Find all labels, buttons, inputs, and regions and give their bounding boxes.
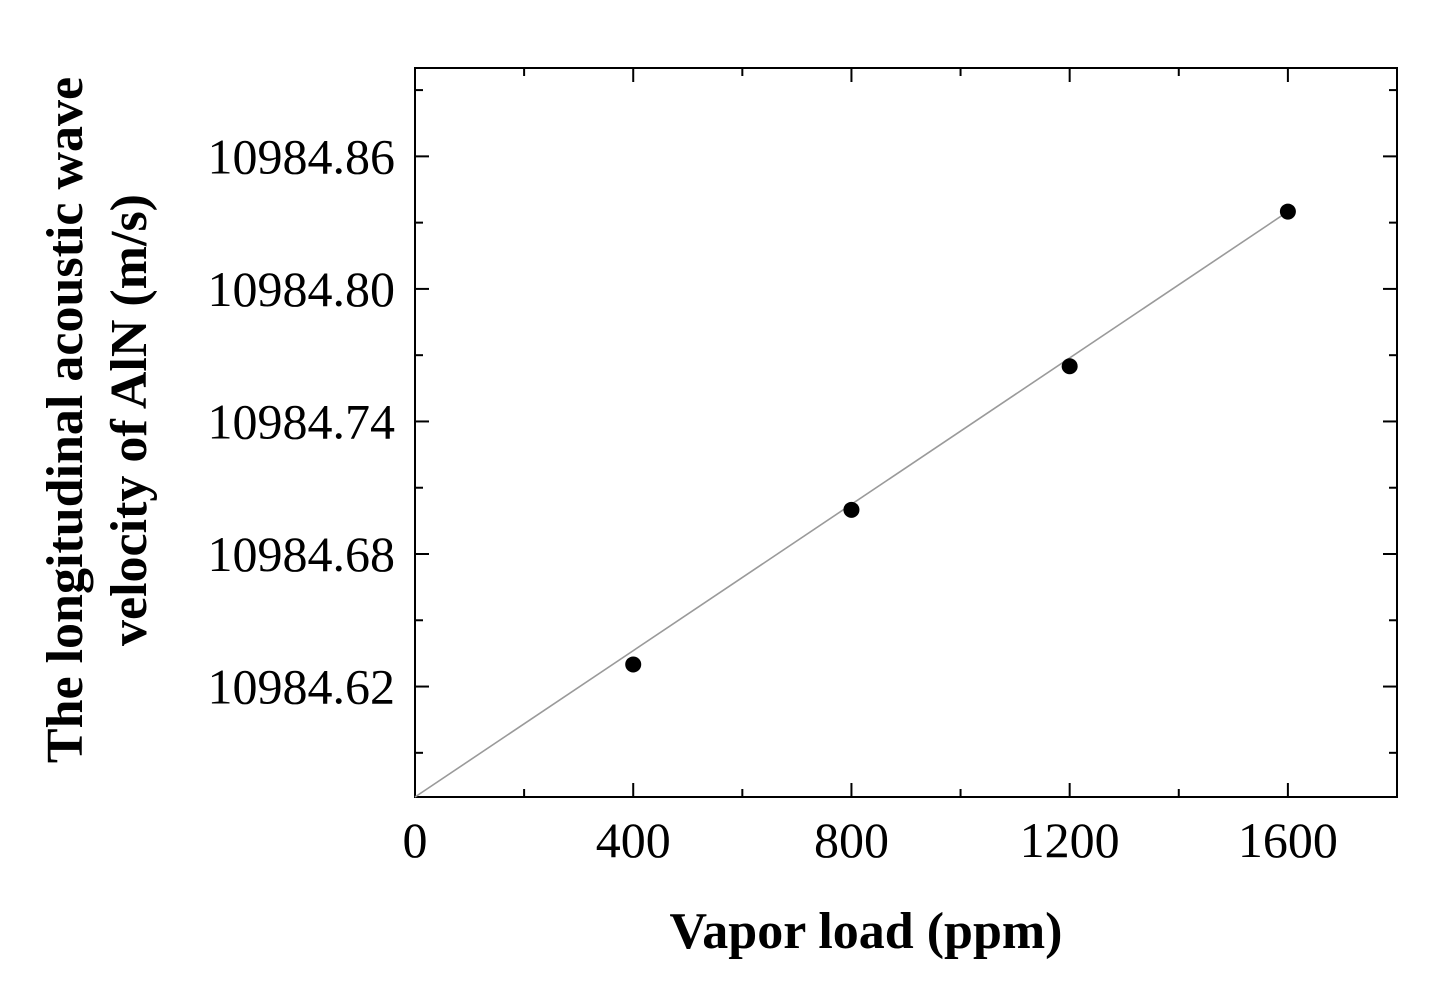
y-tick-label: 10984.74	[208, 393, 396, 449]
x-tick-label: 400	[596, 812, 671, 868]
y-tick-label: 10984.62	[208, 659, 396, 715]
axis-tick-labels: 0 400 800 1200 1600 10984.62 10984.68 10984.74 1…	[208, 128, 1338, 868]
data-points	[625, 203, 1296, 673]
y-axis-title-line-2: velocity of AlN (m/s)	[101, 194, 158, 646]
plot-frame	[414, 67, 1398, 798]
x-tick-label: 0	[403, 812, 428, 868]
data-point	[1061, 358, 1078, 375]
y-axis-title-line-1: The longitudinal acoustic wave	[37, 77, 94, 763]
y-tick-label: 10984.68	[208, 526, 396, 582]
x-tick-label: 1600	[1238, 812, 1338, 868]
x-tick-label: 800	[814, 812, 889, 868]
data-point	[625, 656, 642, 673]
data-point	[1279, 203, 1296, 220]
data-point	[843, 501, 860, 518]
x-axis-title: Vapor load (ppm)	[670, 903, 1063, 960]
axis-ticks	[414, 68, 1398, 797]
x-tick-label: 1200	[1020, 812, 1120, 868]
y-tick-label: 10984.86	[208, 128, 396, 184]
y-tick-label: 10984.80	[208, 261, 396, 317]
